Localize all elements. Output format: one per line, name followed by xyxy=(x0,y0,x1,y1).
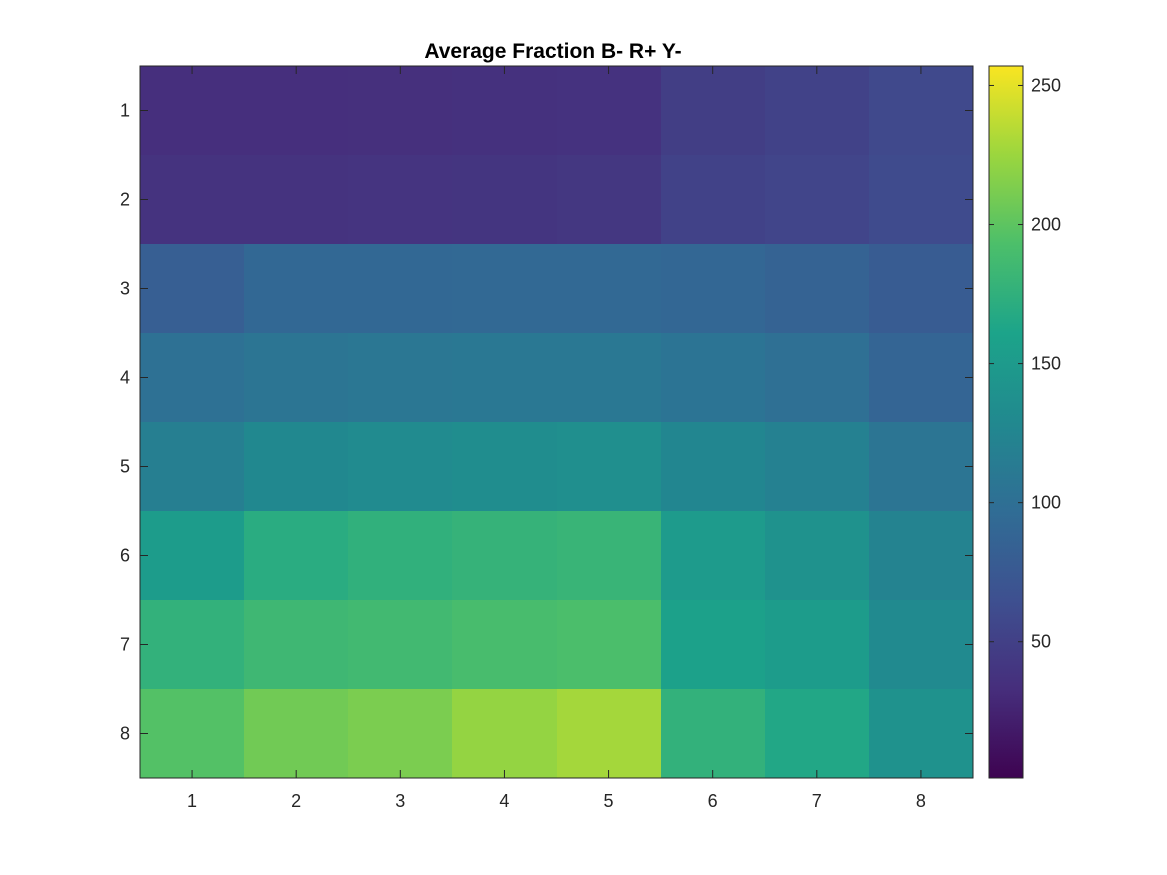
y-tick-label: 5 xyxy=(120,457,130,477)
heatmap-cell-r3-c1 xyxy=(140,244,245,334)
y-tick-label: 7 xyxy=(120,635,130,655)
heatmap-cell-r5-c3 xyxy=(348,422,453,512)
heatmap-cell-r7-c1 xyxy=(140,600,245,690)
x-tick-label: 7 xyxy=(812,791,822,811)
heatmap-cell-r5-c2 xyxy=(244,422,349,512)
heatmap-cell-r4-c6 xyxy=(661,333,766,423)
heatmap-cell-r5-c8 xyxy=(869,422,974,512)
colorbar-tick-label: 100 xyxy=(1031,493,1061,513)
heatmap-cell-r6-c1 xyxy=(140,511,245,601)
heatmap-cell-r5-c6 xyxy=(661,422,766,512)
heatmap-cell-r3-c4 xyxy=(452,244,558,334)
heatmap-cell-r4-c4 xyxy=(452,333,558,423)
x-tick-label: 2 xyxy=(291,791,301,811)
heatmap-cell-r8-c1 xyxy=(140,689,245,779)
y-tick-label: 8 xyxy=(120,724,130,744)
chart-title: Average Fraction B- R+ Y- xyxy=(424,40,681,63)
heatmap-cell-r8-c4 xyxy=(452,689,558,779)
heatmap-cell-r6-c3 xyxy=(348,511,453,601)
x-tick-label: 3 xyxy=(395,791,405,811)
y-tick-label: 3 xyxy=(120,279,130,299)
heatmap-cell-r8-c2 xyxy=(244,689,349,779)
heatmap-cell-r5-c1 xyxy=(140,422,245,512)
heatmap-cell-r1-c8 xyxy=(869,66,974,156)
colorbar-tick-label: 250 xyxy=(1031,75,1061,95)
heatmap-cell-r7-c5 xyxy=(557,600,662,690)
heatmap-cell-r6-c4 xyxy=(452,511,558,601)
heatmap-cell-r1-c5 xyxy=(557,66,662,156)
heatmap-cell-r2-c1 xyxy=(140,155,245,245)
heatmap-cell-r4-c8 xyxy=(869,333,974,423)
heatmap-cell-r1-c3 xyxy=(348,66,453,156)
heatmap-cell-r1-c4 xyxy=(452,66,558,156)
x-tick-label: 8 xyxy=(916,791,926,811)
heatmap-cell-r8-c8 xyxy=(869,689,974,779)
x-axis: 1 2 3 4 5 6 7 8 xyxy=(187,66,926,811)
y-tick-label: 4 xyxy=(120,368,130,388)
x-tick-label: 1 xyxy=(187,791,197,811)
heatmap-cell-r2-c5 xyxy=(557,155,662,245)
heatmap-cell-r4-c7 xyxy=(765,333,870,423)
heatmap-cell-r5-c7 xyxy=(765,422,870,512)
heatmap-cell-r7-c2 xyxy=(244,600,349,690)
heatmap-cell-r6-c5 xyxy=(557,511,662,601)
heatmap-cell-r3-c6 xyxy=(661,244,766,334)
y-tick-label: 2 xyxy=(120,190,130,210)
x-tick-label: 4 xyxy=(499,791,509,811)
heatmap-cell-r2-c2 xyxy=(244,155,349,245)
heatmap-cell-r6-c8 xyxy=(869,511,974,601)
x-tick-label: 5 xyxy=(604,791,614,811)
heatmap-cell-r7-c6 xyxy=(661,600,766,690)
heatmap-cell-r4-c1 xyxy=(140,333,245,423)
y-axis: 1 2 3 4 5 6 7 8 xyxy=(120,101,973,744)
heatmap-cell-r1-c2 xyxy=(244,66,349,156)
heatmap-cell-r3-c2 xyxy=(244,244,349,334)
colorbar-tick-label: 150 xyxy=(1031,354,1061,374)
x-tick-label: 6 xyxy=(708,791,718,811)
heatmap-cell-r2-c6 xyxy=(661,155,766,245)
heatmap-cells xyxy=(140,66,974,779)
y-tick-label: 1 xyxy=(120,101,130,121)
heatmap-cell-r6-c2 xyxy=(244,511,349,601)
heatmap-cell-r8-c3 xyxy=(348,689,453,779)
heatmap-cell-r4-c2 xyxy=(244,333,349,423)
colorbar xyxy=(988,65,1024,779)
heatmap-cell-r7-c7 xyxy=(765,600,870,690)
heatmap-cell-r2-c4 xyxy=(452,155,558,245)
heatmap-cell-r4-c3 xyxy=(348,333,453,423)
colorbar-tick-label: 200 xyxy=(1031,215,1061,235)
colorbar-tick-label: 50 xyxy=(1031,632,1051,652)
heatmap-cell-r4-c5 xyxy=(557,333,662,423)
heatmap-cell-r1-c7 xyxy=(765,66,870,156)
heatmap-cell-r5-c4 xyxy=(452,422,558,512)
heatmap-cell-r1-c6 xyxy=(661,66,766,156)
heatmap-cell-r1-c1 xyxy=(140,66,245,156)
heatmap-cell-r7-c8 xyxy=(869,600,974,690)
heatmap-cell-r8-c6 xyxy=(661,689,766,779)
heatmap-cell-r6-c6 xyxy=(661,511,766,601)
heatmap-cell-r3-c5 xyxy=(557,244,662,334)
heatmap-cell-r7-c3 xyxy=(348,600,453,690)
heatmap-cell-r5-c5 xyxy=(557,422,662,512)
heatmap-cell-r2-c3 xyxy=(348,155,453,245)
heatmap-cell-r8-c5 xyxy=(557,689,662,779)
heatmap-cell-r6-c7 xyxy=(765,511,870,601)
heatmap-cell-r7-c4 xyxy=(452,600,558,690)
heatmap-cell-r3-c8 xyxy=(869,244,974,334)
heatmap-cell-r8-c7 xyxy=(765,689,870,779)
plot-frame xyxy=(139,65,974,779)
heatmap-cell-r2-c8 xyxy=(869,155,974,245)
heatmap-cell-r2-c7 xyxy=(765,155,870,245)
heatmap-cell-r3-c7 xyxy=(765,244,870,334)
heatmap-cell-r3-c3 xyxy=(348,244,453,334)
y-tick-label: 6 xyxy=(120,546,130,566)
colorbar-axis: 50 100 150 200 250 xyxy=(989,75,1061,652)
